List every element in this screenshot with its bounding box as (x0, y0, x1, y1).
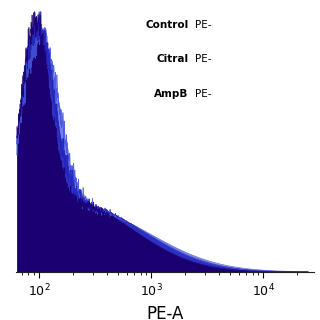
X-axis label: PE-A: PE-A (146, 305, 183, 320)
Text: Control: Control (145, 20, 188, 30)
Text: PE-: PE- (195, 89, 211, 99)
Text: PE-: PE- (195, 20, 211, 30)
Text: Citral: Citral (156, 54, 188, 64)
Text: PE-: PE- (195, 54, 211, 64)
Text: AmpB: AmpB (154, 89, 188, 99)
